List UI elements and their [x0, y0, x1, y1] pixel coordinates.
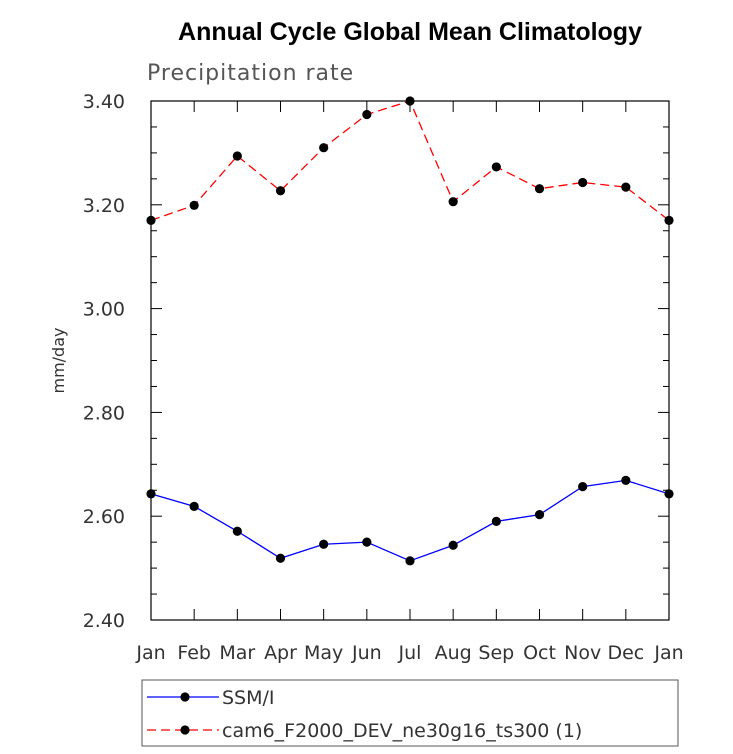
legend: SSM/I cam6_F2000_DEV_ne30g16_ts300 (1): [147, 687, 582, 742]
x-tick-labels: Jan Feb Mar Apr May Jun Jul Aug Sep Oct Nov Dec Jan: [135, 642, 683, 664]
data-point: [146, 489, 156, 499]
data-point: [405, 556, 415, 566]
data-point: [232, 526, 242, 536]
data-point: [491, 162, 501, 172]
y-axis-label: mm/day: [49, 328, 68, 394]
data-point: [491, 516, 501, 526]
y-tick-label: 3.20: [83, 195, 125, 217]
series-layer: [146, 96, 674, 566]
y-tick-labels: 2.40 2.60 2.80 3.00 3.20 3.40: [83, 91, 125, 632]
x-tick-label: Jan: [135, 642, 165, 664]
data-point: [578, 177, 588, 188]
data-point: [362, 109, 372, 120]
data-point: [621, 475, 631, 485]
y-tick-label: 2.40: [83, 610, 125, 632]
legend-label: SSM/I: [222, 687, 275, 709]
data-point: [664, 215, 674, 225]
x-tick-label: Feb: [177, 642, 211, 664]
y-tick-label: 3.00: [83, 299, 125, 321]
series-line: [150, 100, 670, 221]
legend-entry-2: cam6_F2000_DEV_ne30g16_ts300 (1): [147, 720, 582, 742]
x-tick-label: Apr: [264, 642, 297, 664]
data-point: [621, 182, 631, 192]
series-line: [150, 479, 670, 562]
legend-label: cam6_F2000_DEV_ne30g16_ts300 (1): [222, 720, 582, 742]
data-point: [146, 215, 156, 225]
plot-frame: [150, 100, 670, 621]
y-tick-label: 2.60: [83, 506, 125, 528]
x-tick-label: May: [304, 642, 343, 664]
y-tick-label: 2.80: [83, 402, 125, 424]
data-point: [664, 489, 674, 499]
data-point: [189, 200, 199, 210]
data-point: [534, 184, 545, 194]
data-point: [232, 151, 242, 161]
chart-subtitle: Precipitation rate: [147, 61, 354, 86]
axis-ticks: [150, 100, 670, 621]
chart-title: Annual Cycle Global Mean Climatology: [178, 18, 642, 46]
data-point: [275, 553, 286, 563]
x-tick-label: Sep: [478, 642, 514, 664]
data-point: [534, 510, 545, 520]
x-tick-label: Oct: [523, 642, 556, 664]
data-point: [578, 482, 588, 492]
legend-entry-1: SSM/I: [147, 687, 275, 709]
data-point: [319, 539, 329, 549]
data-point: [362, 537, 372, 547]
data-point: [405, 96, 415, 106]
legend-marker: [180, 692, 190, 702]
series-1: [146, 475, 674, 566]
x-tick-label: Jul: [398, 642, 422, 664]
legend-box: [141, 679, 679, 747]
data-point: [448, 197, 458, 207]
legend-marker: [180, 725, 190, 735]
x-tick-label: Aug: [435, 642, 472, 664]
x-tick-label: Jun: [351, 642, 382, 664]
data-point: [319, 143, 329, 153]
x-tick-label: Nov: [564, 642, 601, 664]
series-2: [146, 96, 674, 225]
data-point: [189, 501, 199, 511]
data-point: [275, 186, 286, 196]
x-tick-label: Jan: [653, 642, 683, 664]
data-point: [448, 540, 458, 550]
y-tick-label: 3.40: [83, 91, 125, 113]
x-tick-label: Dec: [607, 642, 644, 664]
x-tick-label: Mar: [219, 642, 255, 664]
